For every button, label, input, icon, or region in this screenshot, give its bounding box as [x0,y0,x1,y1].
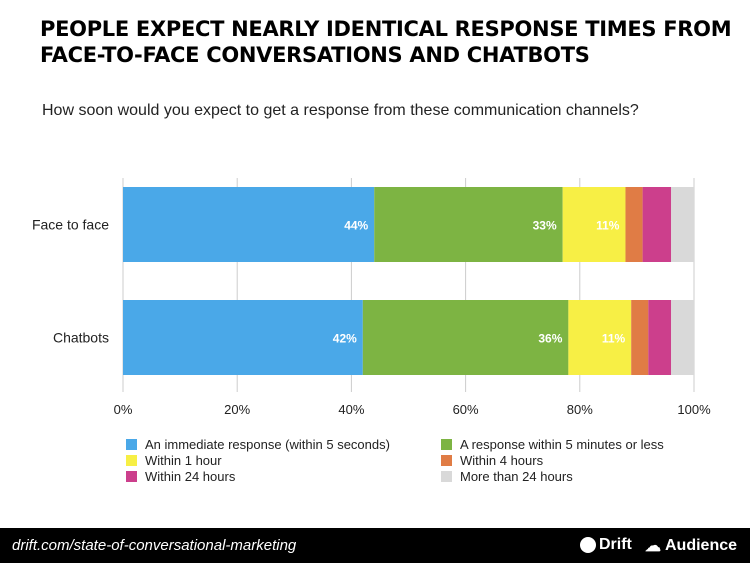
legend-item: Within 4 hours [441,453,741,468]
bar-segment [374,187,563,262]
category-label: Chatbots [53,330,109,346]
x-tick-label: 20% [224,402,250,417]
bar-segment [625,187,643,262]
chart-subtitle: How soon would you expect to get a respo… [42,102,639,119]
legend-swatch [441,471,452,482]
legend-label: An immediate response (within 5 seconds) [145,437,390,452]
bar-segment [671,300,694,375]
audience-icon: ☁ [645,538,661,555]
x-tick-label: 80% [567,402,593,417]
x-tick-label: 100% [677,402,711,417]
legend-swatch [126,471,137,482]
drift-logo: Drift [580,536,632,554]
legend-swatch [441,439,452,450]
drift-icon [580,537,596,553]
legend: An immediate response (within 5 seconds)… [126,437,741,484]
legend-label: A response within 5 minutes or less [460,437,664,452]
legend-swatch [126,455,137,466]
data-label: 42% [333,332,357,346]
footer: drift.com/state-of-conversational-market… [0,528,750,563]
audience-logo: ☁ Audience [645,537,738,555]
data-label: 33% [533,219,557,233]
bar-segment [123,300,363,375]
legend-item: Within 1 hour [126,453,441,468]
legend-item: Within 24 hours [126,469,441,484]
bar-chart: 0% 20% 40% 60% 80% 100% Face to face 44% 33% 11% C… [32,178,711,417]
chart-title: PEOPLE EXPECT NEARLY IDENTICAL RESPONSE … [40,17,732,67]
legend-label: Within 24 hours [145,469,236,484]
legend-item: A response within 5 minutes or less [441,437,741,452]
category-label: Face to face [32,217,109,233]
legend-item: More than 24 hours [441,469,741,484]
bar-segment [631,300,649,375]
bar-segment [568,300,632,375]
data-label: 36% [538,332,562,346]
bar-segment [648,300,672,375]
data-label: 11% [602,332,626,346]
bar-segment [362,300,569,375]
legend-label: Within 1 hour [145,453,222,468]
data-label: 44% [344,219,368,233]
bar-segment [671,187,694,262]
x-tick-label: 60% [453,402,479,417]
data-label: 11% [596,219,620,233]
legend-swatch [441,455,452,466]
bar-segment [123,187,375,262]
source-url[interactable]: drift.com/state-of-conversational-market… [12,537,297,554]
x-tick-label: 40% [338,402,364,417]
legend-item: An immediate response (within 5 seconds) [126,437,441,452]
bar-segment [562,187,626,262]
legend-label: Within 4 hours [460,453,544,468]
bar-segment [642,187,672,262]
legend-swatch [126,439,137,450]
x-tick-label: 0% [114,402,133,417]
legend-label: More than 24 hours [460,469,573,484]
